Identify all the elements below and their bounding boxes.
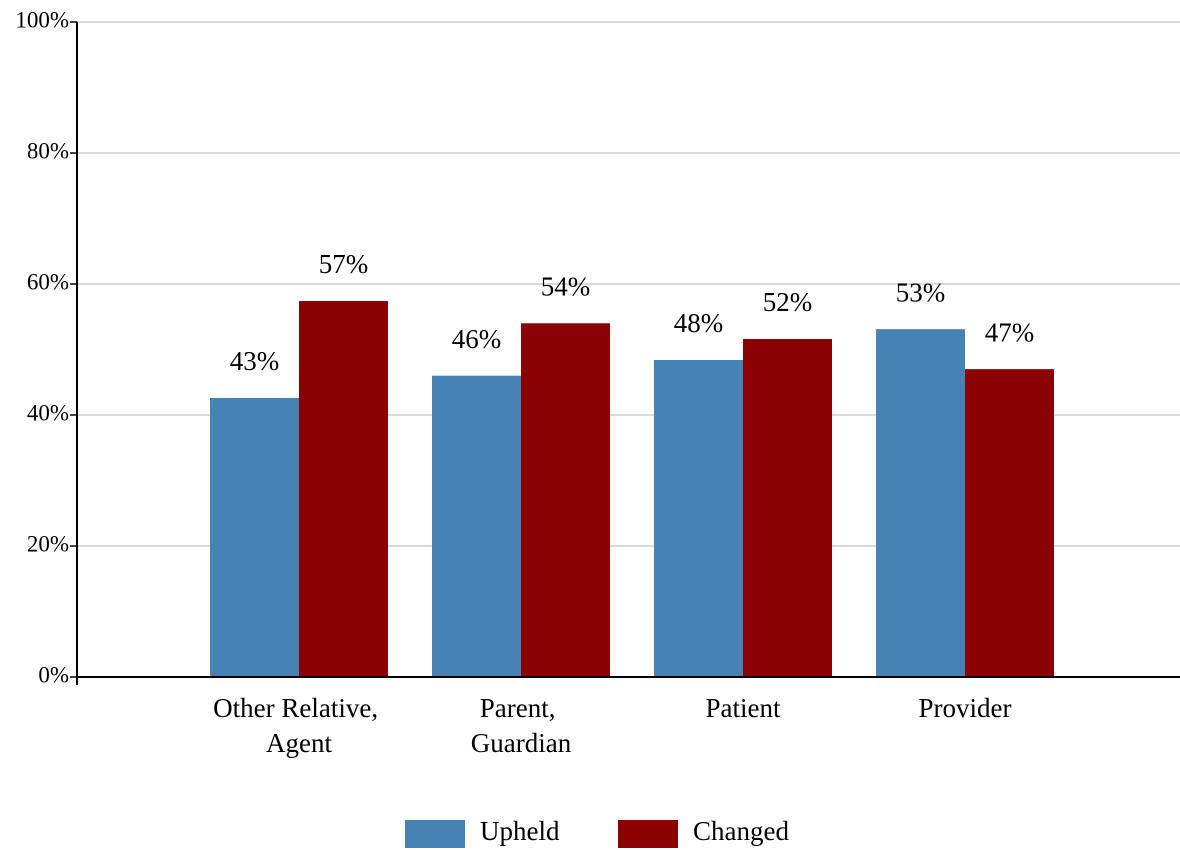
y-tick-label: 20% (27, 531, 69, 556)
value-label: 53% (896, 277, 946, 307)
value-label: 46% (452, 324, 502, 354)
y-tick-label: 80% (27, 138, 69, 163)
value-label: 47% (985, 317, 1035, 347)
bar (210, 397, 299, 677)
bar (876, 329, 965, 677)
value-label: 54% (541, 272, 591, 302)
legend-label: Upheld (480, 816, 560, 846)
bar (743, 339, 832, 677)
y-tick-label: 100% (15, 7, 69, 32)
value-label: 48% (674, 308, 724, 338)
value-label: 52% (763, 287, 813, 317)
y-tick-label: 40% (27, 400, 69, 425)
x-tick-label: Other Relative, Agent (213, 693, 385, 758)
bar (965, 369, 1054, 677)
bar (299, 301, 388, 677)
x-tick-label: Parent, Guardian (471, 693, 572, 758)
bar (654, 359, 743, 677)
bar (521, 323, 610, 677)
y-tick-label: 60% (27, 269, 69, 294)
value-label: 43% (230, 346, 280, 376)
bar (432, 375, 521, 677)
y-tick-label: 0% (38, 662, 69, 687)
value-label: 57% (319, 249, 369, 279)
x-tick-label: Provider (919, 693, 1012, 723)
x-tick-label: Patient (706, 693, 781, 723)
legend-swatch (405, 820, 465, 848)
legend-label: Changed (693, 816, 789, 846)
legend-swatch (618, 820, 678, 848)
